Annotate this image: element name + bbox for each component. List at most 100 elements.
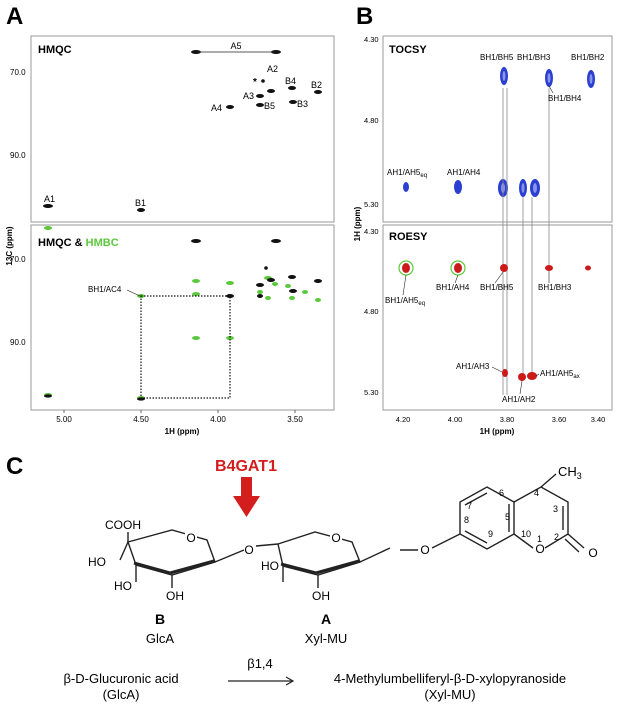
reaction-arrow-icon [228,676,295,686]
tocsy-label-bh1bh2: BH1/BH2 [571,53,605,62]
roesy-label-ah1ah3: AH1/AH3 [456,362,490,371]
xyl-ho: HO [261,559,279,573]
residue-name-xylmu: Xyl-MU [305,631,348,646]
atom-num-6: 6 [499,488,504,498]
a-ytick-top-70: 70.0 [10,68,26,77]
a-ylabel: 13C (ppm) [5,226,14,265]
a-ytick-bottom-70: 70.0 [10,255,26,264]
b-xtick-380: 3.80 [500,415,515,424]
atom-num-3: 3 [553,504,558,514]
peak-label-a2: A2 [267,64,278,74]
glca-ho-2: HO [114,579,132,593]
atom-num-1: 1 [537,534,542,544]
a-xlabel: 1H (ppm) [165,427,200,436]
residue-label-a: A [321,611,331,627]
b-ytick-bottom-430: 4.30 [364,227,379,236]
peak-label-b5: B5 [264,101,275,111]
atom-num-4: 4 [534,488,539,498]
hmqc-hmbc-title-part1: HMQC & [38,237,86,249]
tocsy-label-bh1bh4: BH1/BH4 [548,94,582,103]
panel-a-letter: A [6,3,23,30]
a-xtick-500: 5.00 [56,415,72,424]
xyl-ring [255,531,391,588]
peak-label-b4: B4 [285,76,296,86]
atom-num-5: 5 [505,512,510,522]
b-xtick-340: 3.40 [591,415,606,424]
glca-ring-o: O [186,531,195,545]
glca-ring-o-mask [185,532,197,544]
roesy-label-ah1ah5ax: AH1/AH5ax [540,369,580,380]
hmbc-correlation-box [140,295,231,399]
roesy-title: ROESY [389,231,428,243]
residue-label-b: B [155,611,165,627]
acceptor-name: 4-Methylumbelliferyl-β-D-xylopyranoside [334,671,566,686]
coumarin-rings [431,473,585,553]
coumarin-atom-numbers: 7 6 5 4 3 8 9 10 1 2 [464,488,559,544]
panel-b-top-frame [382,35,613,223]
atom-num-8: 8 [464,515,469,525]
panel-b-letter: B [356,3,373,30]
residue-name-glca: GlcA [146,631,175,646]
peak-label-bh1ac4: BH1/AC4 [88,285,122,294]
aglycone-o: O [420,543,429,557]
glca-oh: OH [166,589,184,603]
donor-abbrev: (GlcA) [103,687,140,702]
a-ytick-bottom-90: 90.0 [10,338,26,347]
hmqc-title: HMQC [38,44,72,56]
roesy-label-ah1ah2: AH1/AH2 [502,395,536,404]
b-xtick-400: 4.00 [448,415,463,424]
b-guide-lines [502,88,550,395]
glca-ring [119,529,245,588]
b-ytick-top-430: 4.30 [364,35,379,44]
peak-label-b3: B3 [297,99,308,109]
hmqc-hmbc-title: HMQC & HMBC [38,237,119,249]
peak-label-a1: A1 [44,194,55,204]
b-ytick-bottom-530: 5.30 [364,388,379,397]
b-ytick-top-530: 5.30 [364,200,379,209]
glycosidic-o: O [244,543,253,557]
peak-label-b1: B1 [135,198,146,208]
a-xtick-350: 3.50 [287,415,303,424]
lactone-o: O [535,542,544,556]
atom-num-9: 9 [488,529,493,539]
panel-a-top-frame [30,35,335,223]
acceptor-abbrev: (Xyl-MU) [424,687,475,702]
linkage-label: β1,4 [247,656,273,671]
a-xtick-400: 4.00 [210,415,226,424]
xyl-oh: OH [312,589,330,603]
roesy-label-bh1ah4: BH1/AH4 [436,283,470,292]
a-xtick-450: 4.50 [133,415,149,424]
peak-label-a5: A5 [230,41,241,51]
svg-text:1H (ppm): 1H (ppm) [353,206,362,241]
tocsy-label-bh1bh5: BH1/BH5 [480,53,514,62]
svg-text:13C (ppm): 13C (ppm) [5,226,14,265]
hmbc-peaks [44,226,322,401]
panel-a-bottom-frame [30,224,335,411]
panel-c-letter: C [6,453,23,480]
tocsy-title: TOCSY [389,44,427,56]
roesy-peaks [398,260,591,381]
hmbc-title-part: HMBC [86,237,119,249]
enzyme-arrow-icon [233,477,260,517]
atom-num-2: 2 [554,532,559,542]
roesy-label-bh1bh5: BH1/BH5 [480,283,514,292]
hmqc-peaks [43,50,322,212]
b-ytick-bottom-480: 4.80 [364,307,379,316]
atom-num-7: 7 [467,501,472,511]
peak-label-a3: A3 [243,91,254,101]
b-xtick-420: 4.20 [396,415,411,424]
roesy-label-bh1ah5eq: BH1/AH5eq [385,296,425,307]
donor-name: β-D-Glucuronic acid [63,671,178,686]
xyl-ring-o-mask [330,532,342,544]
peak-label-star: * [253,77,257,88]
tocsy-label-ah1ah5eq: AH1/AH5eq [387,168,427,179]
xyl-ring-o: O [331,531,340,545]
tocsy-label-bh1bh3: BH1/BH3 [517,53,551,62]
peak-label-a4: A4 [211,103,222,113]
cooh-group: COOH [105,518,141,532]
tocsy-label-ah1ah4: AH1/AH4 [447,168,481,177]
carbonyl-o: O [588,546,597,560]
methyl-group: CH3 [558,464,582,481]
enzyme-label: B4GAT1 [215,458,277,475]
